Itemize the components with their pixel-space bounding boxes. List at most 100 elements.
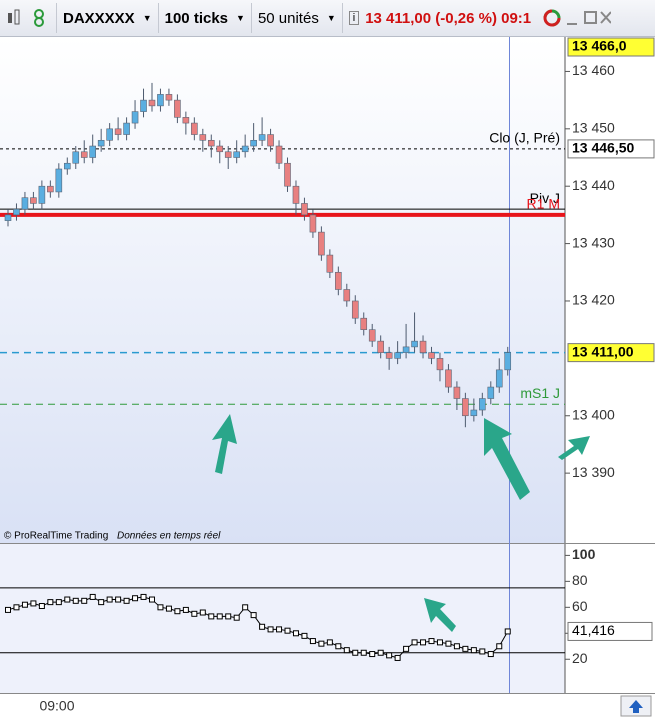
indicator-point bbox=[199, 609, 206, 616]
indicator-point bbox=[369, 651, 376, 658]
indicator-point bbox=[106, 596, 113, 603]
indicator-point bbox=[309, 638, 316, 645]
caret: ▼ bbox=[236, 13, 245, 23]
x-axis-label: 09:00 bbox=[39, 698, 74, 714]
indicator-point bbox=[132, 595, 139, 602]
candle-body bbox=[47, 185, 54, 193]
y-tick-label: 13 460 bbox=[572, 62, 615, 78]
indicator-point bbox=[394, 654, 401, 661]
y-tick-label: 13 450 bbox=[572, 120, 615, 136]
window-controls bbox=[543, 9, 612, 27]
indicator-point bbox=[292, 630, 299, 637]
indicator-point bbox=[216, 613, 223, 620]
candle-body bbox=[30, 197, 37, 204]
candle-body bbox=[335, 271, 342, 290]
indicator-point bbox=[301, 632, 308, 639]
indicator-point bbox=[284, 627, 291, 634]
candle-body bbox=[131, 111, 139, 124]
chart: © ProRealTime Trading Données en temps r… bbox=[0, 37, 655, 717]
candle-body bbox=[284, 162, 291, 187]
candle-body bbox=[199, 134, 207, 141]
indicator-point bbox=[250, 612, 257, 619]
candle-body bbox=[377, 340, 384, 353]
indicator-panel bbox=[0, 544, 565, 693]
indicator-point bbox=[436, 639, 443, 646]
y-tick-label: 20 bbox=[572, 650, 588, 666]
candle-body bbox=[114, 128, 122, 135]
candle-body bbox=[394, 352, 401, 359]
indicator-point bbox=[318, 640, 325, 647]
indicator-point bbox=[453, 643, 460, 650]
candle-body bbox=[55, 168, 63, 193]
info-icon[interactable]: i bbox=[348, 11, 360, 25]
indicator-point bbox=[165, 605, 172, 612]
level-label: mS1 J bbox=[520, 385, 560, 401]
indicator-point bbox=[411, 639, 418, 646]
price-label: 13 411,00 bbox=[572, 343, 634, 359]
quote: 13 411,00 (-0,26 %) 09:1 bbox=[365, 9, 532, 27]
symbol-selector[interactable]: DAXXXXX ▼ bbox=[57, 3, 159, 33]
indicator-point bbox=[386, 652, 393, 659]
candle-body bbox=[301, 203, 308, 216]
indicator-point bbox=[267, 626, 274, 633]
candle-body bbox=[487, 386, 495, 399]
units-selector[interactable]: 50 unités ▼ bbox=[252, 3, 343, 33]
candle-body bbox=[351, 300, 359, 319]
symbol: DAXXXXX bbox=[63, 9, 135, 27]
indicator-point bbox=[140, 593, 147, 600]
indicator-point bbox=[233, 614, 240, 621]
indicator-point bbox=[115, 596, 122, 603]
y-tick-label: 13 390 bbox=[572, 464, 615, 480]
level-label: Piv J bbox=[530, 190, 560, 206]
candle-body bbox=[224, 151, 232, 158]
interval: 100 ticks bbox=[164, 9, 229, 27]
interval-selector[interactable]: 100 ticks ▼ bbox=[159, 3, 252, 33]
indicator-point bbox=[98, 599, 105, 606]
value-label: 41,416 bbox=[572, 622, 615, 638]
indicator-point bbox=[462, 645, 469, 652]
candle-body bbox=[63, 162, 71, 170]
indicator-point bbox=[496, 643, 503, 650]
scroll-icon bbox=[629, 700, 643, 713]
indicator-point bbox=[403, 645, 410, 652]
indicator-point bbox=[148, 596, 155, 603]
chart-type-button[interactable] bbox=[0, 3, 57, 33]
candle-body bbox=[428, 352, 435, 359]
caret: ▼ bbox=[142, 13, 152, 23]
indicator-point bbox=[208, 613, 215, 620]
price-panel bbox=[0, 37, 565, 543]
price-label-box bbox=[567, 343, 655, 363]
indicator-point bbox=[335, 643, 342, 650]
indicator-point bbox=[326, 639, 333, 646]
indicator-point bbox=[343, 647, 350, 654]
candle-body bbox=[445, 369, 452, 388]
candle-body bbox=[157, 94, 164, 107]
candle-body bbox=[343, 289, 351, 302]
indicator-point bbox=[420, 639, 427, 646]
candle-body bbox=[216, 145, 224, 153]
y-tick-label: 13 440 bbox=[572, 177, 615, 193]
indicator-point bbox=[174, 608, 181, 615]
candle-body bbox=[326, 254, 334, 273]
indicator-point bbox=[428, 638, 435, 645]
price-label-box bbox=[567, 139, 655, 159]
candle-body bbox=[140, 99, 147, 112]
indicator-point bbox=[445, 640, 452, 647]
indicator-point bbox=[30, 600, 37, 607]
candle-body bbox=[250, 139, 257, 147]
candle-body bbox=[411, 340, 418, 348]
indicator-point bbox=[64, 596, 71, 603]
level-label: R1 M bbox=[527, 196, 560, 212]
candle-body bbox=[275, 145, 283, 164]
candle-body bbox=[402, 346, 410, 353]
indicator-point bbox=[123, 597, 130, 604]
candle-body bbox=[233, 151, 240, 158]
candle-body bbox=[241, 145, 249, 153]
indicator-point bbox=[89, 593, 96, 600]
price-label-box bbox=[567, 37, 655, 57]
copyright: © ProRealTime Trading bbox=[4, 531, 108, 542]
candle-body bbox=[21, 197, 29, 210]
candle-body bbox=[106, 128, 113, 141]
price-label: 13 446,50 bbox=[572, 140, 634, 156]
